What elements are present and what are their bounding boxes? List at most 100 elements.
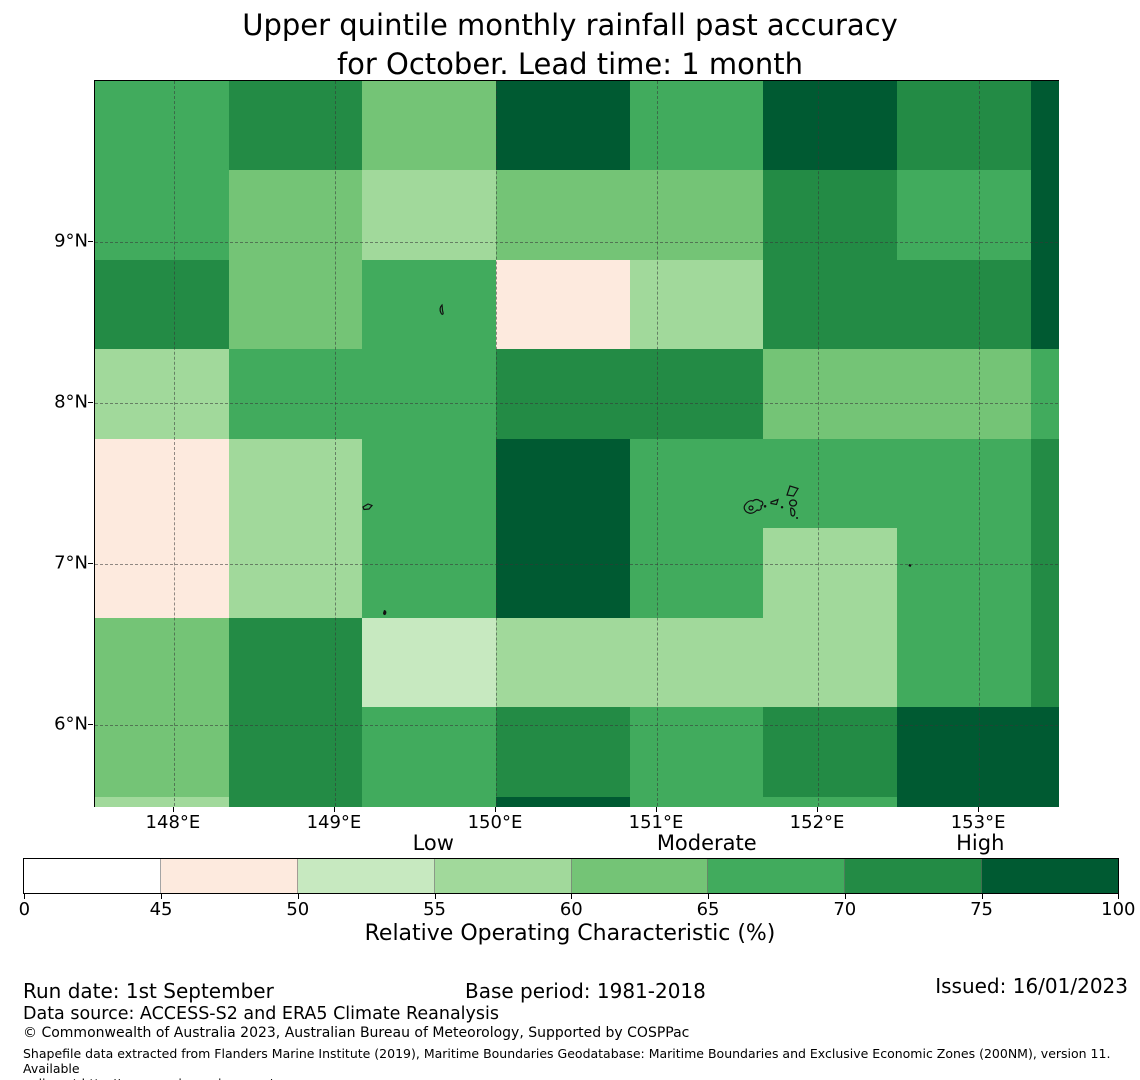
heatmap-cell (629, 528, 764, 619)
longitude-gridline (657, 81, 659, 806)
heatmap-cell (95, 259, 230, 350)
colorbar-segment-70-75 (845, 859, 983, 893)
zone-label-moderate: Moderate (656, 831, 757, 855)
heatmap-cell (763, 528, 898, 619)
longitude-gridline (495, 81, 497, 806)
latitude-gridline (95, 725, 1058, 727)
heatmap-cell (362, 438, 497, 529)
heatmap-cell (763, 349, 898, 440)
heatmap-cell (629, 349, 764, 440)
y-tick-label: 8°N (54, 391, 88, 413)
x-tick-mark (817, 806, 819, 812)
colorbar-tick-mark (161, 893, 163, 899)
issued-date-text: Issued: 16/01/2023 (935, 974, 1128, 998)
y-tick-mark (88, 563, 93, 565)
longitude-gridline (818, 81, 820, 806)
x-tick-mark (494, 806, 496, 812)
base-period-text: Base period: 1981-2018 (465, 979, 706, 1003)
heatmap-cell (228, 617, 363, 708)
colorbar-tick-label: 55 (423, 899, 446, 920)
heatmap-cell (629, 438, 764, 529)
chart-title-line1: Upper quintile monthly rainfall past acc… (242, 8, 898, 42)
x-tick-label: 152°E (789, 812, 845, 833)
y-tick-label: 7°N (54, 552, 88, 574)
heatmap-cell (362, 81, 497, 172)
heatmap-cell (763, 617, 898, 708)
colorbar-tick-label: 70 (833, 899, 857, 920)
heatmap-cell (228, 707, 363, 798)
heatmap-cell (362, 528, 497, 619)
colorbar-tick-mark (297, 893, 299, 899)
colorbar-tick-mark (571, 893, 573, 899)
heatmap-cell (763, 438, 898, 529)
chart-title-line2: for October. Lead time: 1 month (336, 47, 804, 81)
colorbar-tick-label: 60 (559, 899, 583, 920)
heatmap-cell (495, 707, 631, 798)
zone-label-high: High (956, 831, 1005, 855)
y-tick-mark (88, 724, 93, 726)
x-tick-mark (333, 806, 335, 812)
heatmap-cell (495, 438, 631, 529)
x-tick-label: 149°E (306, 812, 362, 833)
heatmap-cell (629, 81, 764, 172)
chart-title: Upper quintile monthly rainfall past acc… (0, 6, 1140, 84)
heatmap-cell (495, 617, 631, 708)
latitude-gridline (95, 564, 1058, 566)
heatmap-cell (228, 81, 363, 172)
heatmap-cell (495, 528, 631, 619)
heatmap-cell (896, 528, 1032, 619)
heatmap-cell (629, 170, 764, 261)
heatmap-cell (763, 707, 898, 798)
x-tick-mark (656, 806, 658, 812)
colorbar-tick-label: 100 (1101, 899, 1136, 920)
heatmap-cell (228, 796, 363, 807)
heatmap-cell (1030, 349, 1059, 440)
heatmap-cell (495, 796, 631, 807)
zone-label-low: Low (412, 831, 454, 855)
colorbar-tick-mark (844, 893, 846, 899)
heatmap-cell (896, 259, 1032, 350)
heatmap-cell (495, 259, 631, 350)
colorbar-tick-mark (708, 893, 710, 899)
heatmap-cell (763, 259, 898, 350)
heatmap-cell (95, 349, 230, 440)
run-date-text: Run date: 1st September (23, 979, 274, 1003)
y-tick-label: 6°N (54, 713, 88, 735)
heatmap-cell (95, 617, 230, 708)
shapefile-attribution-line1: Shapefile data extracted from Flanders M… (23, 1046, 1111, 1076)
x-tick-label: 148°E (145, 812, 201, 833)
colorbar-tick-label: 65 (696, 899, 720, 920)
heatmap-cell (763, 796, 898, 807)
longitude-gridline (173, 81, 175, 806)
copyright-text: © Commonwealth of Australia 2023, Austra… (23, 1025, 690, 1041)
heatmap-cell (495, 349, 631, 440)
data-source-text: Data source: ACCESS-S2 and ERA5 Climate … (23, 1004, 499, 1024)
heatmap-cell (1030, 438, 1059, 529)
heatmap-cell (95, 438, 230, 529)
heatmap-cell (629, 707, 764, 798)
colorbar-axis-label: Relative Operating Characteristic (%) (364, 921, 776, 946)
shapefile-attribution-text: Shapefile data extracted from Flanders M… (23, 1046, 1135, 1080)
colorbar-segment-45-50 (160, 859, 298, 893)
y-tick-mark (88, 402, 93, 404)
heatmap-cell (896, 81, 1032, 172)
colorbar-tick-label: 0 (18, 899, 31, 920)
x-tick-label: 153°E (950, 812, 1006, 833)
colorbar-tick-mark (24, 893, 26, 899)
latitude-gridline (95, 403, 1058, 405)
heatmap-cell (95, 170, 230, 261)
colorbar-tick-mark (434, 893, 436, 899)
heatmap-cell (629, 259, 764, 350)
heatmap-cell (228, 528, 363, 619)
x-tick-label: 151°E (628, 812, 684, 833)
colorbar-tick-label: 50 (286, 899, 310, 920)
heatmap-cell (896, 796, 1032, 807)
heatmap-cell (1030, 81, 1059, 172)
heatmap-cell (95, 81, 230, 172)
heatmap-cell (228, 438, 363, 529)
colorbar-tick-mark (1118, 893, 1120, 899)
heatmap-cell (1030, 796, 1059, 807)
x-tick-label: 150°E (467, 812, 523, 833)
y-tick-mark (88, 241, 93, 243)
